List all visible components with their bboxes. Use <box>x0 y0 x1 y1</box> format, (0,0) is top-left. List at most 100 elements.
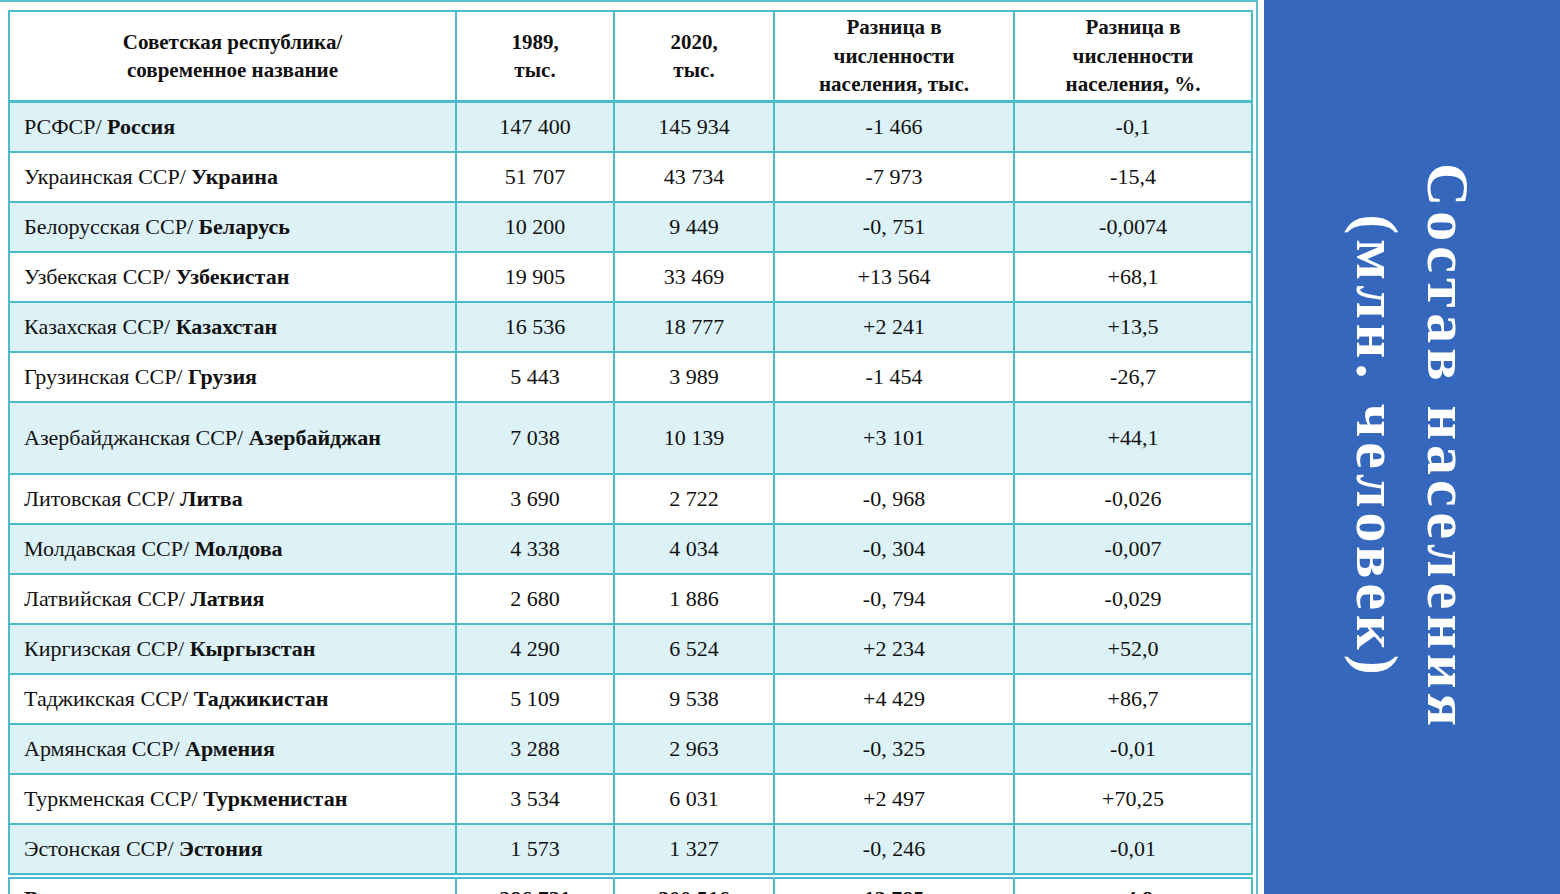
population-comparison-table: Советская республика/ современное назван… <box>8 10 1253 894</box>
population-2020-cell: 10 139 <box>614 402 774 474</box>
republic-name-cell: Литовская ССР/ Литва <box>9 474 456 524</box>
table-header: Советская республика/ современное назван… <box>9 11 1252 102</box>
diff-thousands-cell: -0, 751 <box>774 202 1014 252</box>
republic-name-cell: Латвийская ССР/ Латвия <box>9 574 456 624</box>
soviet-republic-name: Белорусская ССР/ <box>24 214 193 239</box>
soviet-republic-name: Эстонская ССР/ <box>24 836 174 861</box>
population-2020-cell: 3 989 <box>614 352 774 402</box>
table-row: Узбекская ССР/ Узбекистан19 90533 469+13… <box>9 252 1252 302</box>
diff-thousands-cell: +3 101 <box>774 402 1014 474</box>
diff-percent-cell: +86,7 <box>1014 674 1252 724</box>
modern-country-name: Узбекистан <box>176 264 290 289</box>
soviet-republic-name: Туркменская ССР/ <box>24 786 198 811</box>
modern-country-name: Украина <box>191 164 278 189</box>
soviet-republic-name: Молдавская ССР/ <box>24 536 189 561</box>
diff-percent-cell: -0,007 <box>1014 524 1252 574</box>
table-row: Украинская ССР/ Украина51 70743 734-7 97… <box>9 152 1252 202</box>
population-2020-cell: 2 963 <box>614 724 774 774</box>
diff-thousands-cell: -0, 968 <box>774 474 1014 524</box>
republic-name-cell: Таджикская ССР/ Таджикистан <box>9 674 456 724</box>
slide-page: Советская республика/ современное назван… <box>0 0 1560 894</box>
soviet-republic-name: Казахская ССР/ <box>24 314 170 339</box>
modern-country-name: Грузия <box>188 364 257 389</box>
modern-country-name: Россия <box>107 114 175 139</box>
population-2020-cell: 9 538 <box>614 674 774 724</box>
modern-country-name: Молдова <box>195 536 283 561</box>
soviet-republic-name: Украинская ССР/ <box>24 164 186 189</box>
soviet-republic-name: Киргизская ССР/ <box>24 636 184 661</box>
republic-name-cell: Туркменская ССР/ Туркменистан <box>9 774 456 824</box>
diff-thousands-cell: +4 429 <box>774 674 1014 724</box>
diff-thousands-cell: -0, 325 <box>774 724 1014 774</box>
table-row: Азербайджанская ССР/ Азербайджан7 03810 … <box>9 402 1252 474</box>
col-header-2020: 2020, тыс. <box>614 11 774 102</box>
sidebar-title-line2: (млн. человек) <box>1344 214 1410 679</box>
republic-name-cell: Эстонская ССР/ Эстония <box>9 824 456 876</box>
population-2020-cell: 4 034 <box>614 524 774 574</box>
table-row: Молдавская ССР/ Молдова4 3384 034-0, 304… <box>9 524 1252 574</box>
col-header-diff-percent: Разница в численности населения, %. <box>1014 11 1252 102</box>
table-row: Грузинская ССР/ Грузия5 4433 989-1 454-2… <box>9 352 1252 402</box>
table-row: Туркменская ССР/ Туркменистан3 5346 031+… <box>9 774 1252 824</box>
diff-percent-cell: -15,4 <box>1014 152 1252 202</box>
population-1989-cell: 2 680 <box>456 574 614 624</box>
content-right-border-line <box>1256 0 1258 894</box>
modern-country-name: Туркменистан <box>203 786 347 811</box>
republic-name-cell: Узбекская ССР/ Узбекистан <box>9 252 456 302</box>
population-1989-cell: 3 534 <box>456 774 614 824</box>
population-2020-cell: 1 886 <box>614 574 774 624</box>
republic-name-cell: Молдавская ССР/ Молдова <box>9 524 456 574</box>
diff-percent-cell: +44,1 <box>1014 402 1252 474</box>
diff-percent-cell: -0,1 <box>1014 102 1252 153</box>
population-1989-cell: 1 573 <box>456 824 614 876</box>
diff-percent-cell: -0,0074 <box>1014 202 1252 252</box>
diff-percent-cell: -26,7 <box>1014 352 1252 402</box>
population-1989-cell: 147 400 <box>456 102 614 153</box>
modern-country-name: Кыргызстан <box>190 636 316 661</box>
diff-thousands-cell: +2 234 <box>774 624 1014 674</box>
soviet-republic-name: Грузинская ССР/ <box>24 364 182 389</box>
table-body: РСФСР/ Россия147 400145 934-1 466-0,1Укр… <box>9 102 1252 877</box>
table-row: РСФСР/ Россия147 400145 934-1 466-0,1 <box>9 102 1252 153</box>
table-row: Таджикская ССР/ Таджикистан5 1099 538+4 … <box>9 674 1252 724</box>
soviet-republic-name: Латвийская ССР/ <box>24 586 185 611</box>
republic-name-cell: Армянская ССР/ Армения <box>9 724 456 774</box>
population-1989-cell: 5 443 <box>456 352 614 402</box>
modern-country-name: Армения <box>185 736 275 761</box>
total-row: Всего 286 731 300 516 13 785 +4,8 <box>9 876 1252 894</box>
total-2020-cell: 300 516 <box>614 876 774 894</box>
population-1989-cell: 4 290 <box>456 624 614 674</box>
population-2020-cell: 33 469 <box>614 252 774 302</box>
table-row: Армянская ССР/ Армения3 2882 963-0, 325-… <box>9 724 1252 774</box>
table-row: Киргизская ССР/ Кыргызстан4 2906 524+2 2… <box>9 624 1252 674</box>
diff-thousands-cell: +13 564 <box>774 252 1014 302</box>
population-2020-cell: 9 449 <box>614 202 774 252</box>
table-row: Литовская ССР/ Литва3 6902 722-0, 968-0,… <box>9 474 1252 524</box>
republic-name-cell: Белорусская ССР/ Беларусь <box>9 202 456 252</box>
sidebar-title-line1: Состав населения <box>1415 163 1481 731</box>
table-row: Казахская ССР/ Казахстан16 53618 777+2 2… <box>9 302 1252 352</box>
diff-thousands-cell: -0, 304 <box>774 524 1014 574</box>
modern-country-name: Литва <box>180 486 243 511</box>
diff-percent-cell: -0,01 <box>1014 824 1252 876</box>
soviet-republic-name: РСФСР/ <box>24 114 102 139</box>
diff-thousands-cell: -7 973 <box>774 152 1014 202</box>
total-diff-thousands-cell: 13 785 <box>774 876 1014 894</box>
table-footer: Всего 286 731 300 516 13 785 +4,8 <box>9 876 1252 894</box>
modern-country-name: Беларусь <box>199 214 290 239</box>
table-row: Белорусская ССР/ Беларусь10 2009 449-0, … <box>9 202 1252 252</box>
header-row: Советская республика/ современное назван… <box>9 11 1252 102</box>
soviet-republic-name: Армянская ССР/ <box>24 736 180 761</box>
population-1989-cell: 5 109 <box>456 674 614 724</box>
diff-percent-cell: +70,25 <box>1014 774 1252 824</box>
diff-percent-cell: +68,1 <box>1014 252 1252 302</box>
population-1989-cell: 4 338 <box>456 524 614 574</box>
soviet-republic-name: Литовская ССР/ <box>24 486 174 511</box>
republic-name-cell: Казахская ССР/ Казахстан <box>9 302 456 352</box>
sidebar-vertical-title: Состав населения (млн. человек) <box>1341 163 1483 731</box>
population-2020-cell: 6 031 <box>614 774 774 824</box>
population-1989-cell: 19 905 <box>456 252 614 302</box>
modern-country-name: Азербайджан <box>249 425 381 450</box>
diff-percent-cell: -0,01 <box>1014 724 1252 774</box>
population-2020-cell: 43 734 <box>614 152 774 202</box>
